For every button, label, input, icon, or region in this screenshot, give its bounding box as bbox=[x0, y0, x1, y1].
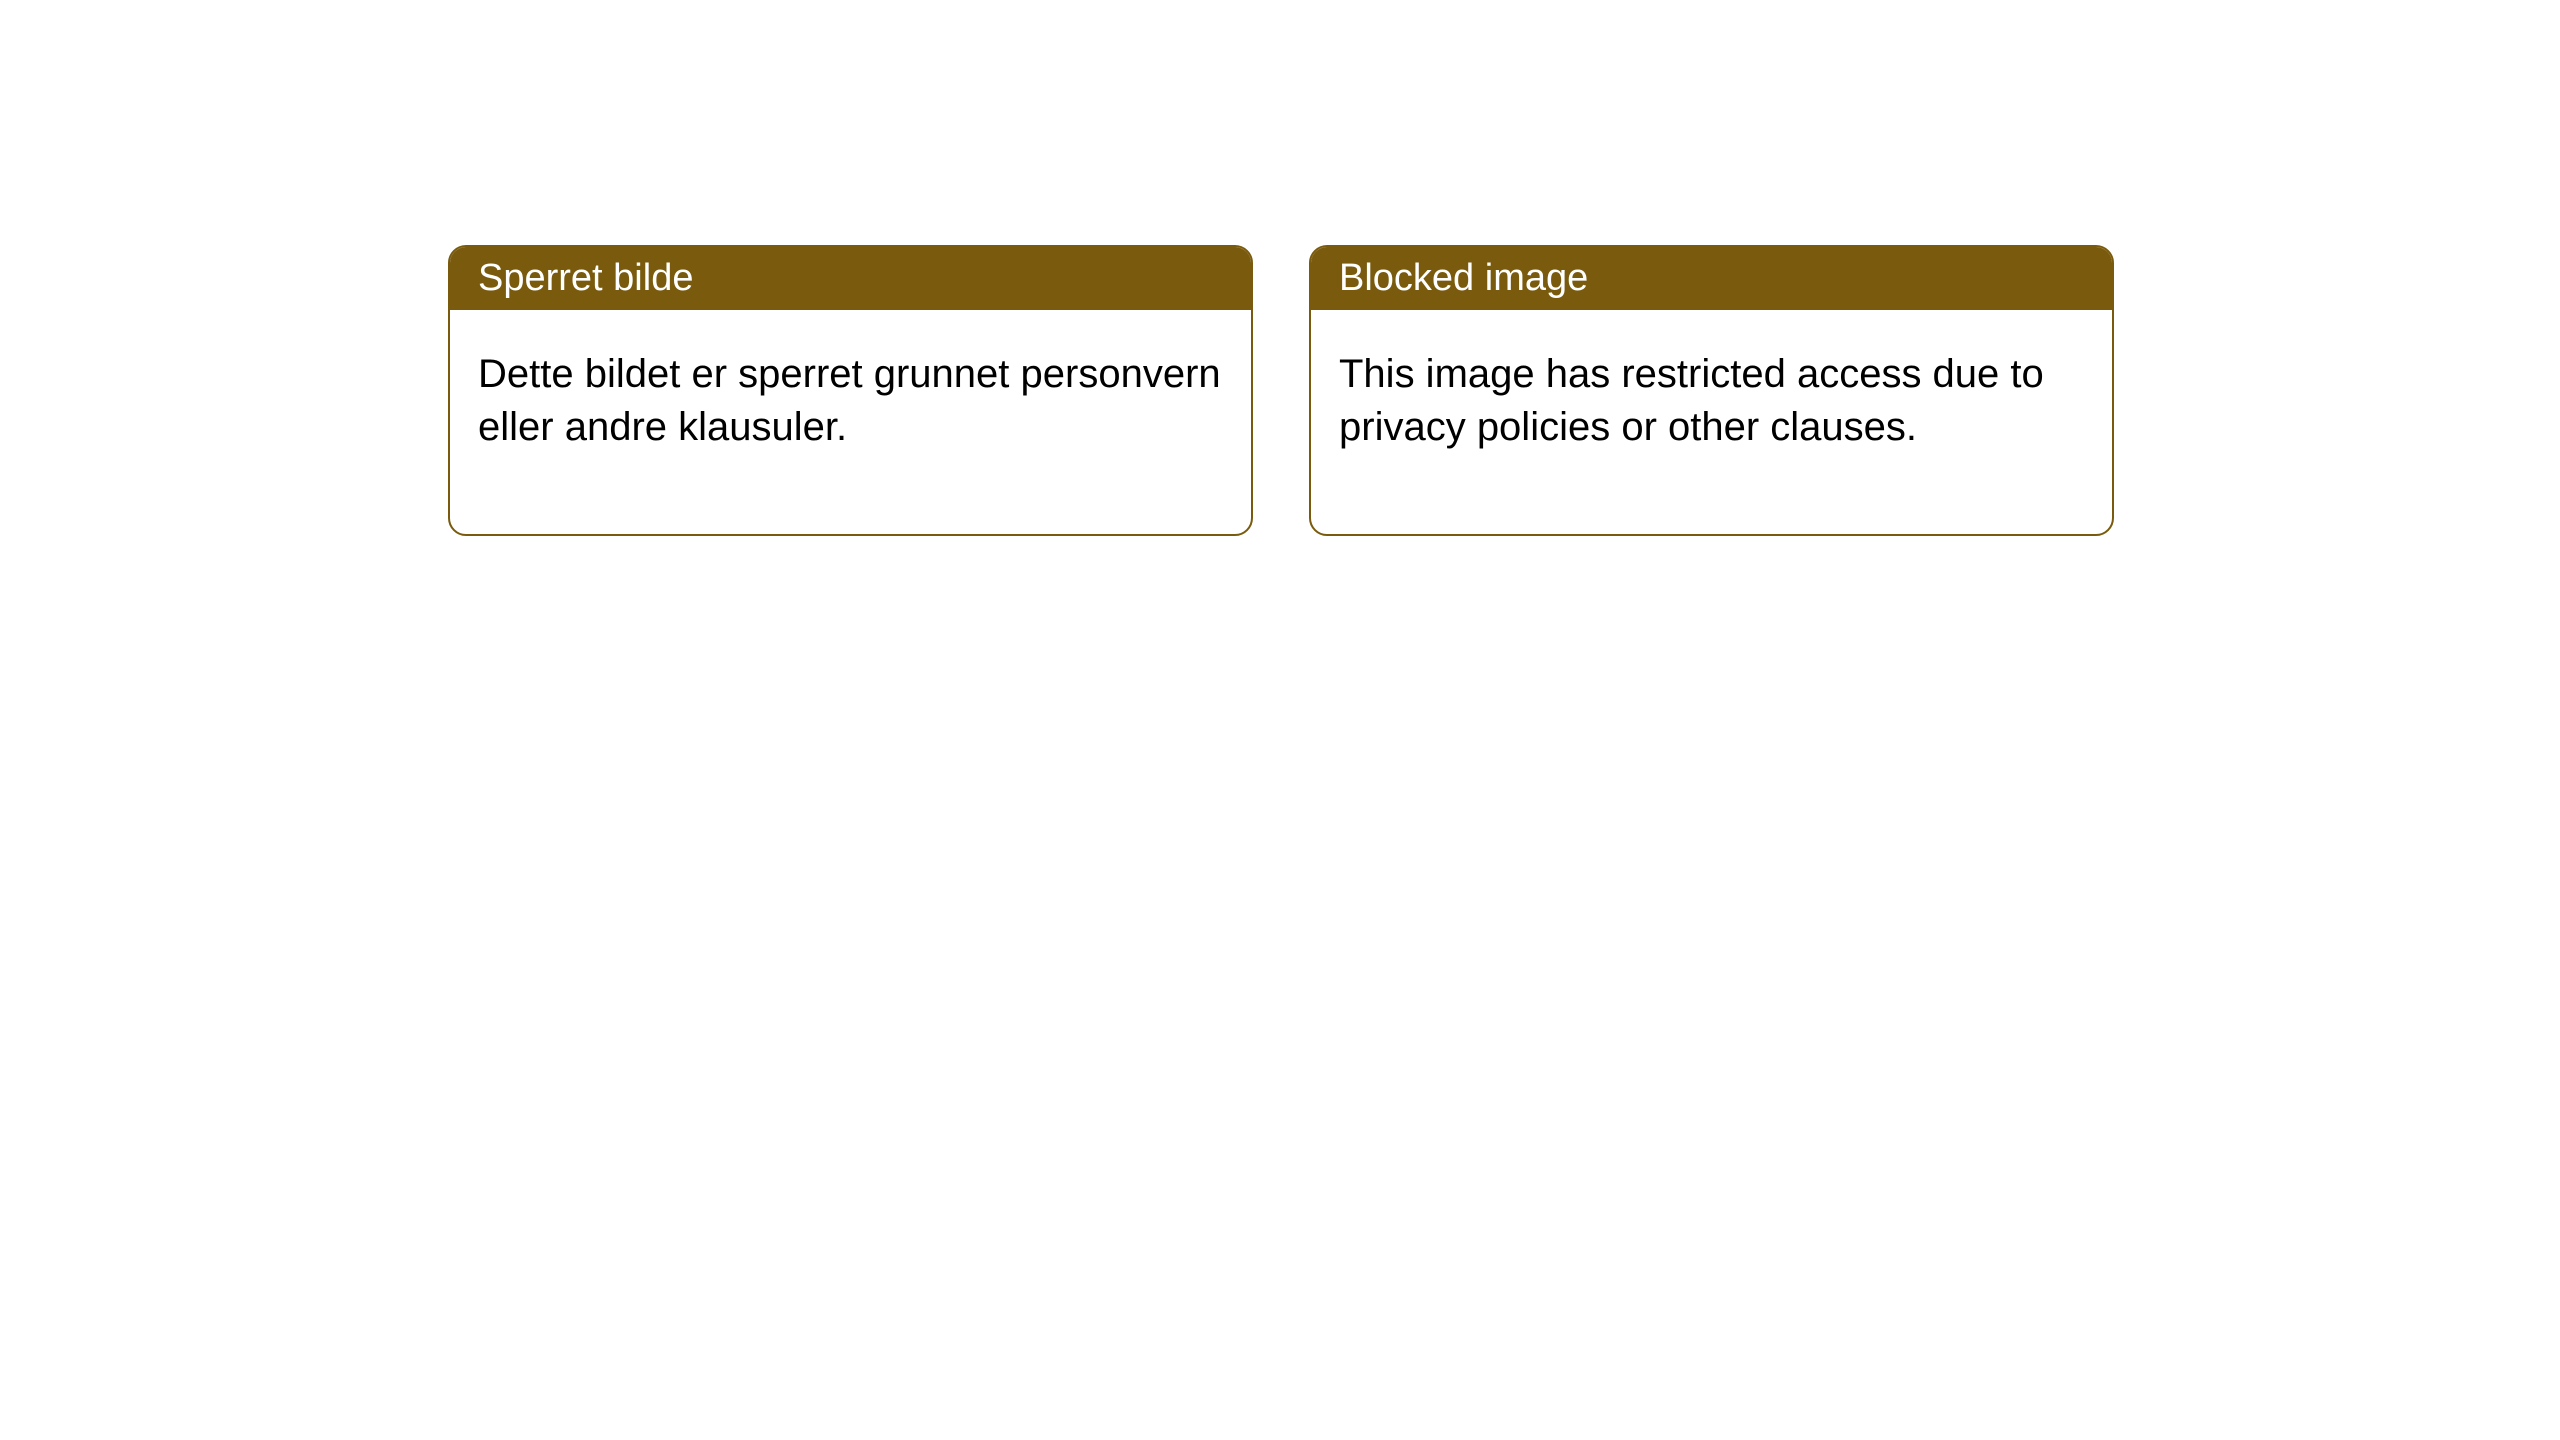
message-box-english: Blocked image This image has restricted … bbox=[1309, 245, 2114, 536]
message-body: This image has restricted access due to … bbox=[1311, 310, 2112, 534]
message-box-norwegian: Sperret bilde Dette bildet er sperret gr… bbox=[448, 245, 1253, 536]
message-boxes-container: Sperret bilde Dette bildet er sperret gr… bbox=[448, 245, 2114, 536]
message-header: Sperret bilde bbox=[450, 247, 1251, 310]
message-body: Dette bildet er sperret grunnet personve… bbox=[450, 310, 1251, 534]
message-header: Blocked image bbox=[1311, 247, 2112, 310]
